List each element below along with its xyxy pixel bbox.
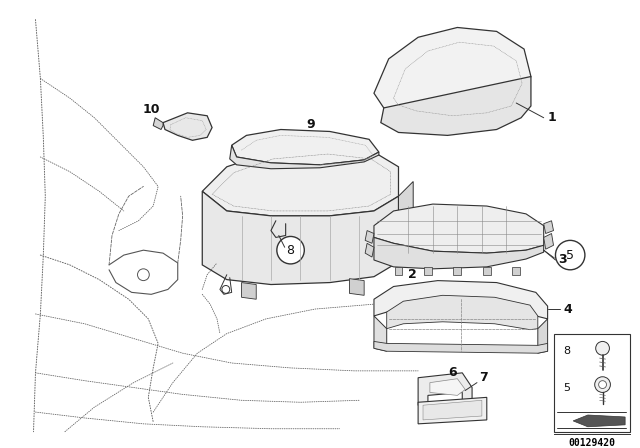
Polygon shape xyxy=(232,129,379,165)
Polygon shape xyxy=(538,319,548,353)
Circle shape xyxy=(556,241,585,270)
Polygon shape xyxy=(512,267,520,275)
Text: 3: 3 xyxy=(559,254,567,267)
Polygon shape xyxy=(430,379,465,396)
Polygon shape xyxy=(381,77,531,135)
Polygon shape xyxy=(365,231,374,243)
Circle shape xyxy=(598,381,607,388)
Circle shape xyxy=(595,377,611,392)
Text: 9: 9 xyxy=(306,118,314,131)
Polygon shape xyxy=(365,243,374,257)
Bar xyxy=(554,334,630,432)
Text: 7: 7 xyxy=(479,371,488,384)
Text: 5: 5 xyxy=(566,249,574,262)
Text: 6: 6 xyxy=(448,366,457,379)
Polygon shape xyxy=(424,267,432,275)
Polygon shape xyxy=(387,295,538,330)
Polygon shape xyxy=(202,147,399,216)
Text: 10: 10 xyxy=(143,103,160,116)
Polygon shape xyxy=(241,283,256,299)
Text: 8: 8 xyxy=(287,244,294,257)
Polygon shape xyxy=(423,401,482,420)
Polygon shape xyxy=(544,233,554,249)
Polygon shape xyxy=(395,267,403,275)
Polygon shape xyxy=(230,145,379,169)
Polygon shape xyxy=(483,267,491,275)
Polygon shape xyxy=(418,373,472,407)
Text: 1: 1 xyxy=(548,111,556,124)
Polygon shape xyxy=(374,316,387,351)
Polygon shape xyxy=(544,221,554,233)
Polygon shape xyxy=(374,341,548,353)
Polygon shape xyxy=(153,118,163,129)
Polygon shape xyxy=(374,280,548,319)
Text: 2: 2 xyxy=(408,268,417,281)
Text: 00129420: 00129420 xyxy=(568,438,615,448)
Text: 8: 8 xyxy=(563,346,570,356)
Polygon shape xyxy=(374,27,531,120)
Polygon shape xyxy=(374,237,544,269)
Text: 5: 5 xyxy=(563,383,570,392)
Circle shape xyxy=(277,237,304,264)
Polygon shape xyxy=(453,267,461,275)
Circle shape xyxy=(138,269,149,280)
Circle shape xyxy=(222,285,230,293)
Polygon shape xyxy=(202,191,399,284)
Polygon shape xyxy=(349,279,364,295)
Polygon shape xyxy=(374,204,544,253)
Polygon shape xyxy=(573,415,625,427)
Polygon shape xyxy=(399,181,413,262)
Polygon shape xyxy=(418,397,487,424)
Text: 4: 4 xyxy=(563,302,572,315)
Circle shape xyxy=(596,341,609,355)
Polygon shape xyxy=(163,113,212,140)
